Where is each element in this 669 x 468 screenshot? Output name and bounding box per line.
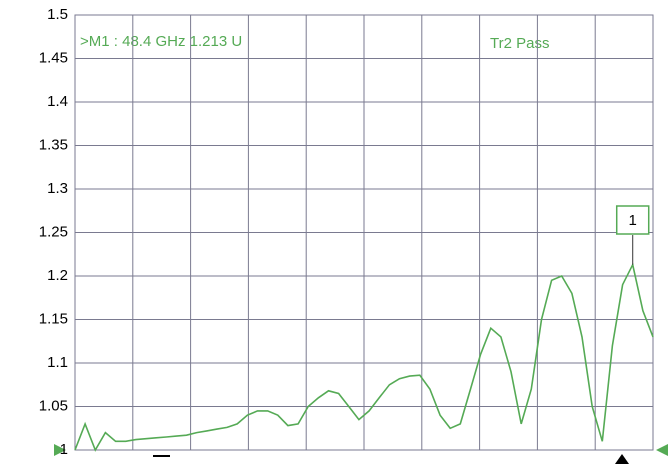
y-tick-label: 1 <box>60 441 68 458</box>
active-marker <box>615 454 629 464</box>
trace-status: Tr2 Pass <box>490 35 549 52</box>
y-tick-label: 1.15 <box>39 310 68 327</box>
right-ref-marker <box>656 444 668 456</box>
y-tick-label: 1.25 <box>39 223 68 240</box>
y-tick-label: 1.05 <box>39 397 68 414</box>
trace <box>74 262 654 452</box>
y-tick-label: 1.35 <box>39 136 68 153</box>
left-ref-marker <box>54 444 66 456</box>
y-tick-label: 1.3 <box>47 180 68 197</box>
y-tick-label: 1.2 <box>47 267 68 284</box>
y-tick-label: 1.4 <box>47 93 68 110</box>
marker-box <box>615 205 650 235</box>
y-tick-label: 1.5 <box>47 6 68 23</box>
marker-readout: >M1 : 48.4 GHz 1.213 U <box>80 33 242 50</box>
y-tick-label: 1.45 <box>39 49 68 66</box>
marker-label: 1 <box>629 212 637 229</box>
y-tick-label: 1.1 <box>47 354 68 371</box>
